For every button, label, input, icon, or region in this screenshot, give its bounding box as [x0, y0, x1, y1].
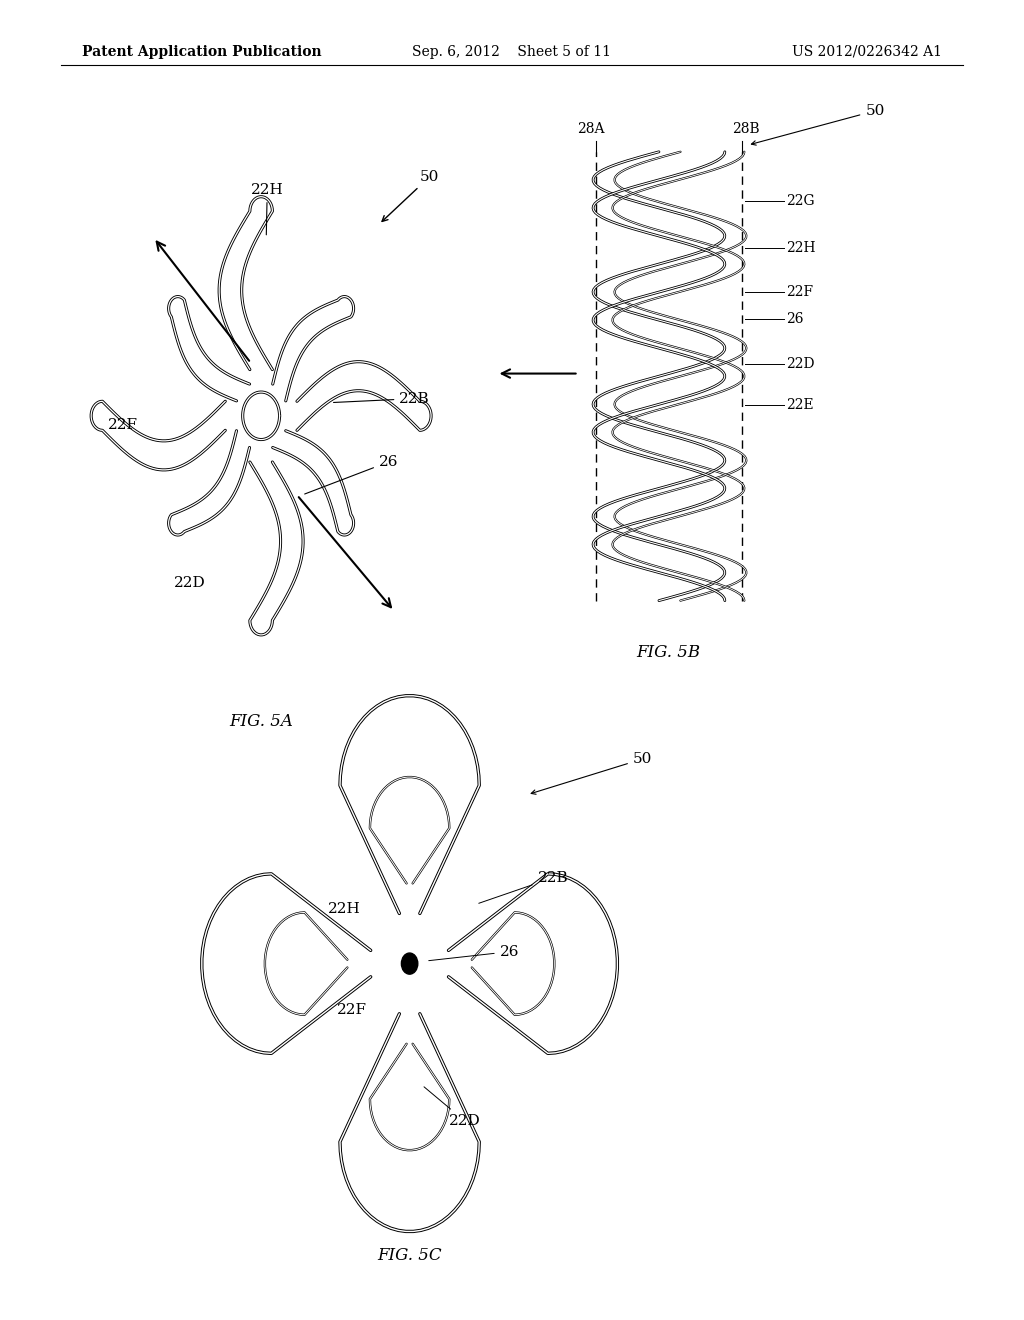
Circle shape [401, 953, 418, 974]
Text: 28A: 28A [578, 123, 604, 136]
Text: FIG. 5C: FIG. 5C [377, 1247, 442, 1265]
Text: 22H: 22H [251, 183, 284, 235]
Text: 22F: 22F [337, 1003, 367, 1016]
Text: 22D: 22D [173, 577, 206, 590]
Text: 50: 50 [382, 170, 439, 222]
Text: FIG. 5A: FIG. 5A [229, 713, 293, 730]
Text: Sep. 6, 2012    Sheet 5 of 11: Sep. 6, 2012 Sheet 5 of 11 [413, 45, 611, 59]
Text: FIG. 5B: FIG. 5B [637, 644, 700, 661]
Text: 22F: 22F [786, 285, 813, 298]
Text: 22G: 22G [786, 194, 815, 207]
Text: 22E: 22E [786, 399, 814, 412]
Text: 50: 50 [752, 104, 885, 145]
Text: 26: 26 [429, 945, 519, 961]
Text: Patent Application Publication: Patent Application Publication [82, 45, 322, 59]
Text: 22H: 22H [328, 903, 360, 916]
Text: 28B: 28B [732, 123, 759, 136]
Text: 22H: 22H [786, 242, 816, 255]
Text: 22F: 22F [108, 418, 138, 432]
Text: 22B: 22B [479, 871, 568, 903]
Text: 26: 26 [305, 455, 398, 494]
Text: 26: 26 [786, 313, 804, 326]
Text: 22D: 22D [424, 1086, 480, 1127]
Text: 22D: 22D [786, 358, 815, 371]
Text: 22B: 22B [334, 392, 430, 405]
Text: 50: 50 [531, 752, 652, 795]
Text: US 2012/0226342 A1: US 2012/0226342 A1 [793, 45, 942, 59]
